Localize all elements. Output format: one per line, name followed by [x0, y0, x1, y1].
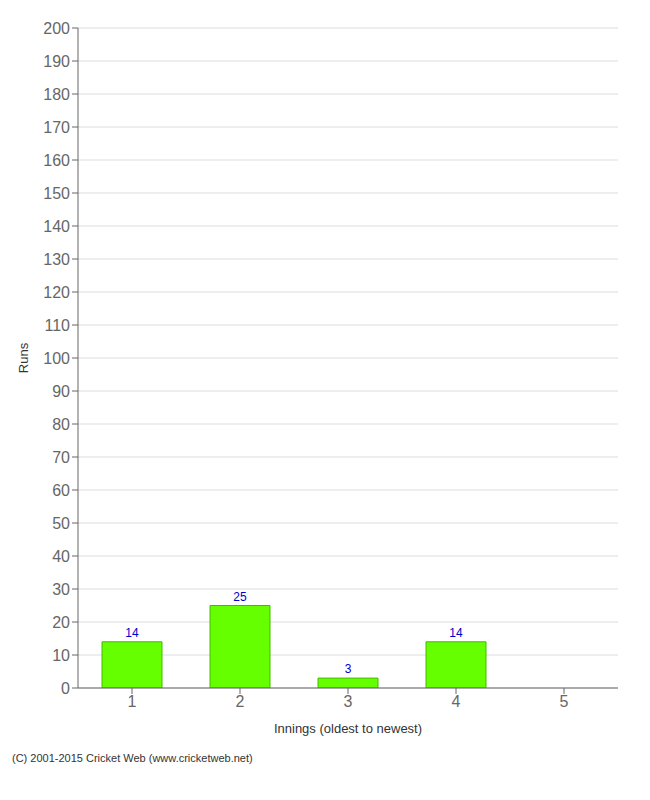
svg-text:30: 30 [52, 581, 70, 598]
svg-text:Runs: Runs [16, 342, 31, 373]
svg-text:70: 70 [52, 449, 70, 466]
svg-text:150: 150 [43, 185, 70, 202]
svg-text:3: 3 [344, 693, 353, 710]
svg-text:20: 20 [52, 614, 70, 631]
svg-text:180: 180 [43, 86, 70, 103]
svg-text:14: 14 [449, 626, 463, 640]
svg-text:60: 60 [52, 482, 70, 499]
svg-text:100: 100 [43, 350, 70, 367]
html-text:(C) 2001-2015 Cricket Web (www: (C) 2001-2015 Cricket Web (www.cricketwe… [12, 752, 253, 764]
svg-text:90: 90 [52, 383, 70, 400]
svg-text:14: 14 [125, 626, 139, 640]
svg-text:190: 190 [43, 53, 70, 70]
svg-text:80: 80 [52, 416, 70, 433]
svg-text:130: 130 [43, 251, 70, 268]
svg-text:5: 5 [560, 693, 569, 710]
svg-text:2: 2 [236, 693, 245, 710]
svg-text:0: 0 [61, 680, 70, 697]
svg-text:4: 4 [452, 693, 461, 710]
svg-text:1: 1 [128, 693, 137, 710]
svg-text:10: 10 [52, 647, 70, 664]
svg-text:160: 160 [43, 152, 70, 169]
svg-text:110: 110 [44, 317, 70, 334]
svg-text:140: 140 [43, 218, 70, 235]
svg-text:40: 40 [52, 548, 70, 565]
svg-text:25: 25 [233, 590, 247, 604]
svg-text:50: 50 [52, 515, 70, 532]
svg-text:170: 170 [43, 119, 70, 136]
svg-text:Innings (oldest to newest): Innings (oldest to newest) [274, 721, 422, 736]
svg-text:3: 3 [345, 662, 352, 676]
svg-text:200: 200 [43, 20, 70, 37]
svg-text:120: 120 [43, 284, 70, 301]
